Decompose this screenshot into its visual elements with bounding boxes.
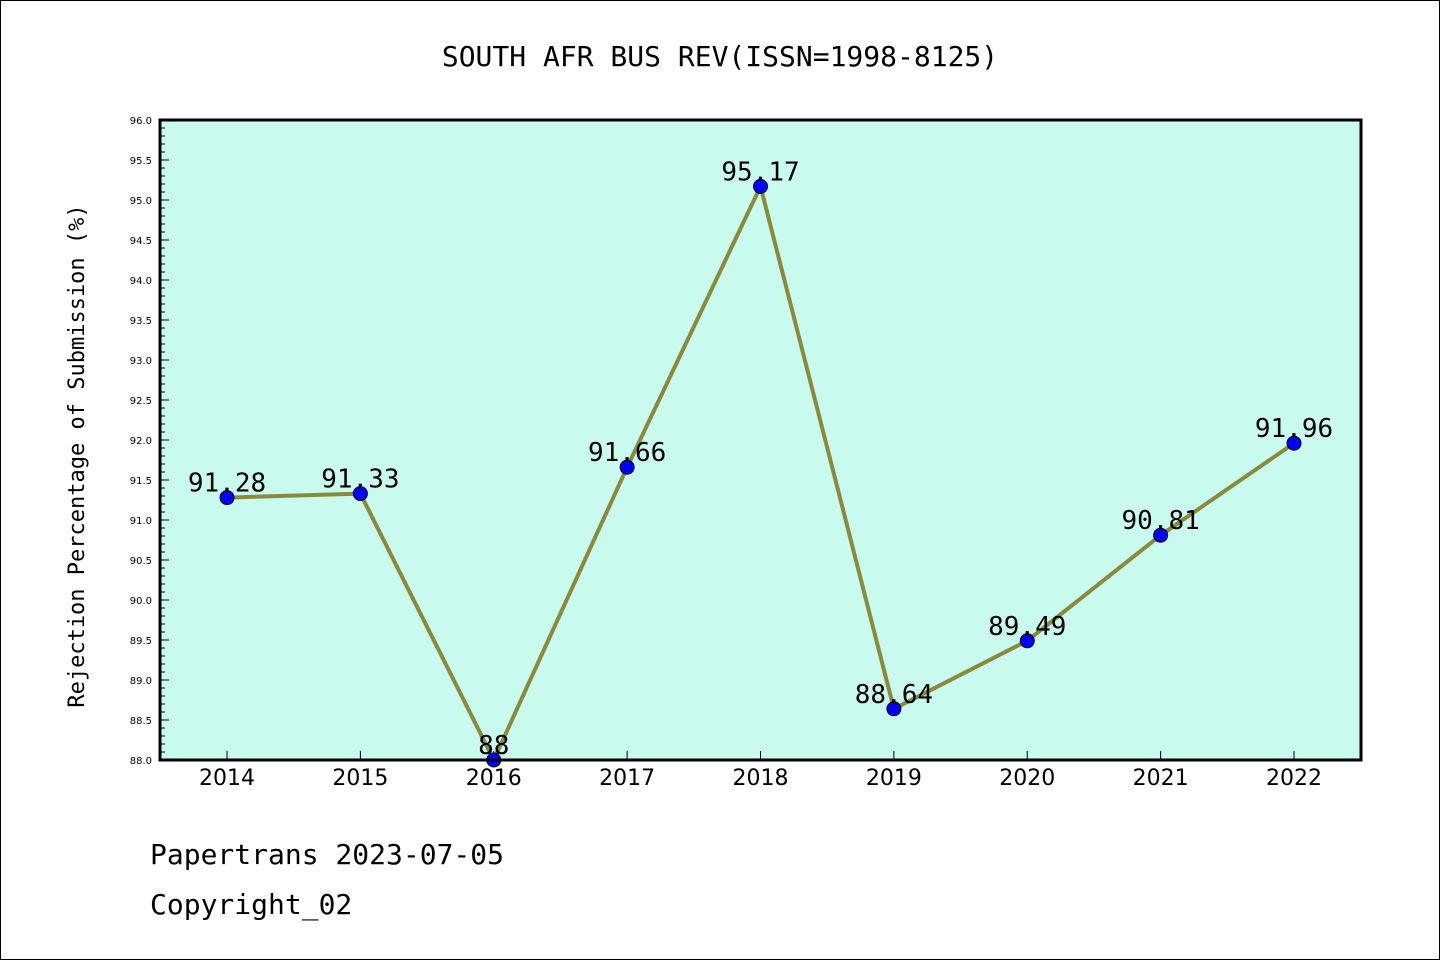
y-tick-label: 89.0 <box>130 676 152 687</box>
y-tick-label: 91.5 <box>130 476 152 487</box>
y-tick-label: 90.0 <box>130 596 152 607</box>
y-tick-label: 93.5 <box>130 316 152 327</box>
data-label: 88 <box>478 731 509 761</box>
data-point <box>1153 527 1169 543</box>
y-tick-label: 91.0 <box>130 516 152 527</box>
data-label: 95.17 <box>721 157 799 187</box>
footer-copyright: Copyright_02 <box>150 888 352 922</box>
y-tick-label: 92.5 <box>130 396 152 407</box>
data-point <box>619 459 635 475</box>
y-tick-label: 90.5 <box>130 556 152 567</box>
chart-title: SOUTH AFR BUS REV(ISSN=1998-8125) <box>442 40 998 73</box>
y-tick-label: 96.0 <box>130 116 152 127</box>
x-tick-label: 2014 <box>199 766 255 791</box>
y-tick-label: 88.5 <box>130 716 152 727</box>
data-label: 91.96 <box>1255 414 1333 444</box>
footer-date: Papertrans 2023-07-05 <box>150 838 504 871</box>
y-tick-label: 95.5 <box>130 156 152 167</box>
data-point <box>352 486 368 502</box>
x-tick-label: 2017 <box>599 766 655 791</box>
y-tick-label: 88.0 <box>130 756 152 767</box>
y-tick-label: 89.5 <box>130 636 152 647</box>
series-line-group <box>219 178 1302 768</box>
x-tick-label: 2019 <box>866 766 922 791</box>
y-tick-label: 93.0 <box>130 356 152 367</box>
x-tick-label: 2022 <box>1266 766 1322 791</box>
data-label: 89.49 <box>988 612 1066 642</box>
data-point <box>753 178 768 194</box>
data-label: 91.33 <box>321 465 399 495</box>
data-label: 91.66 <box>588 438 666 468</box>
x-tick-label: 2016 <box>466 766 522 791</box>
plot-area <box>160 120 1361 760</box>
data-point <box>1019 633 1035 649</box>
y-tick-label: 94.0 <box>130 276 152 287</box>
x-tick-label: 2020 <box>999 766 1055 791</box>
data-label: 91.28 <box>188 469 266 499</box>
x-tick-label: 2018 <box>733 766 789 791</box>
x-tick-label: 2021 <box>1133 766 1189 791</box>
data-labels: 91.28 91.33 88 91.66 95.17 88.64 89.49 90.81 91.… <box>188 157 1333 761</box>
data-point <box>1286 435 1302 451</box>
y-tick-label: 92.0 <box>130 436 152 447</box>
y-tick-label: 94.5 <box>130 236 152 247</box>
data-point <box>219 490 235 506</box>
plot-border <box>158 118 1363 762</box>
y-tick-label: 95.0 <box>130 196 152 207</box>
x-tick-label: 2015 <box>332 766 388 791</box>
data-point <box>886 701 902 717</box>
y-axis-label: Rejection Percentage of Submission (%) <box>65 204 90 707</box>
data-label: 88.64 <box>855 680 933 710</box>
data-label: 90.81 <box>1121 506 1199 536</box>
